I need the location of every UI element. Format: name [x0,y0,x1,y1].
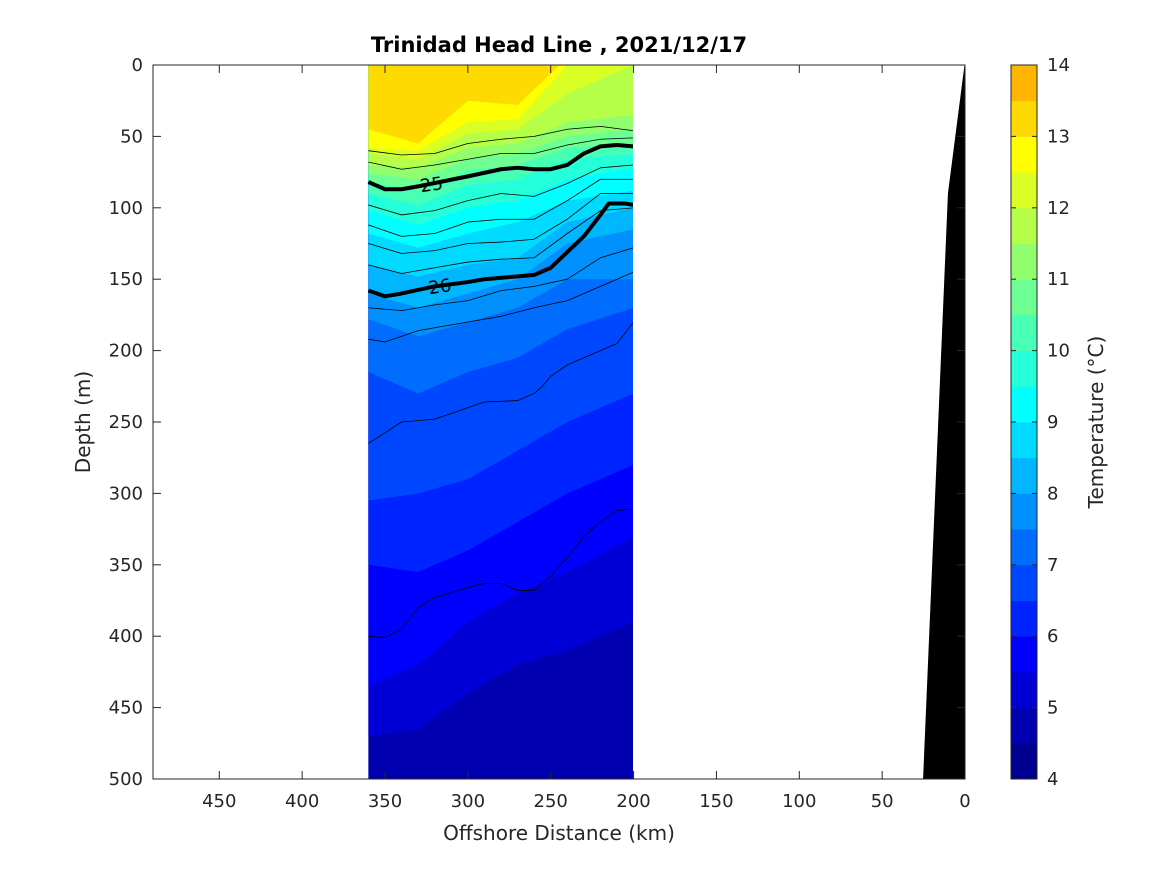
contour-line [368,126,633,156]
colorbar-tick-label: 10 [1047,341,1070,362]
y-tick-label: 450 [109,698,143,719]
colorbar-tick-label: 5 [1047,698,1058,719]
x-tick-label: 0 [959,791,970,812]
colorbar-tick-label: 7 [1047,555,1058,576]
colorbar-swatch [1011,350,1037,387]
colorbar-tick-label: 13 [1047,126,1070,147]
contour-label: 25 [419,173,445,197]
contour-line [368,271,633,343]
colorbar-swatch [1011,457,1037,494]
density-contour-layer [367,126,633,639]
y-tick-label: 100 [109,198,143,219]
colorbar-swatch [1011,671,1037,709]
colorbar-swatch [1011,386,1037,423]
colorbar: 4 5 6 7 8 9 10 11 12 13 14 [1010,55,1070,790]
y-tick-label: 500 [109,769,143,790]
contour-line [368,247,633,312]
x-axis: 450 400 350 300 250 200 150 100 50 0 [202,65,971,812]
colorbar-swatch [1011,314,1037,352]
colorbar-swatch [1011,243,1037,280]
contour-line [368,178,633,237]
y-axis: 0 50 100 150 200 250 300 350 400 450 500 [109,55,965,790]
colorbar-swatch [1011,100,1037,137]
contour-line [368,207,633,274]
colorbar-swatch [1011,65,1037,102]
temperature-band [368,65,560,144]
colorbar-tick-label: 11 [1047,269,1070,290]
y-tick-label: 150 [109,269,143,290]
colorbar-swatch [1011,564,1037,601]
bathymetry-layer [923,65,965,779]
colorbar-title: Temperature (°C) [1084,336,1108,510]
bathymetry-seafloor [923,65,965,779]
contour-line [368,137,633,170]
x-tick-label: 150 [699,791,733,812]
y-tick-label: 50 [120,126,143,147]
colorbar-tick-label: 9 [1047,412,1058,433]
x-axis-title: Offshore Distance (km) [443,821,675,845]
colorbar-swatch [1011,207,1037,244]
contour-line [368,164,633,216]
colorbar-tick-label: 6 [1047,626,1058,647]
y-tick-label: 300 [109,483,143,504]
x-tick-label: 50 [871,791,894,812]
colorbar-swatch [1011,636,1037,673]
x-tick-label: 100 [782,791,816,812]
y-axis-title: Depth (m) [71,371,95,473]
contour-line-bold [367,201,633,299]
colorbar-swatch [1011,529,1037,566]
colorbar-swatch [1011,172,1037,209]
colorbar-swatch [1011,136,1037,173]
colorbar-tick-label: 8 [1047,483,1058,504]
x-tick-label: 400 [285,791,319,812]
x-tick-label: 350 [368,791,402,812]
colorbar-tick-label: 12 [1047,198,1070,219]
y-tick-label: 0 [132,55,143,76]
colorbar-swatch [1011,600,1037,637]
x-tick-label: 250 [534,791,568,812]
colorbar-swatch [1011,422,1037,459]
contour-label-layer: 25 26 [419,173,453,299]
y-tick-label: 200 [109,341,143,362]
colorbar-tick-label: 4 [1047,769,1058,790]
x-tick-label: 300 [451,791,485,812]
contour-line [368,508,633,639]
contour-line-bold [367,142,633,192]
colorbar-swatch [1011,493,1037,530]
contour-line [368,193,633,254]
chart-title: Trinidad Head Line , 2021/12/17 [371,33,747,57]
x-tick-label: 200 [616,791,650,812]
colorbar-swatch [1011,279,1037,316]
x-tick-label: 450 [202,791,236,812]
y-tick-label: 350 [109,555,143,576]
temperature-fill-layer [368,65,633,779]
y-tick-label: 250 [109,412,143,433]
contour-line [368,322,633,444]
colorbar-swatch [1011,707,1037,744]
colorbar-swatch [1011,743,1037,780]
colorbar-tick-label: 14 [1047,55,1070,76]
y-tick-label: 400 [109,626,143,647]
contour-label: 26 [427,275,453,299]
